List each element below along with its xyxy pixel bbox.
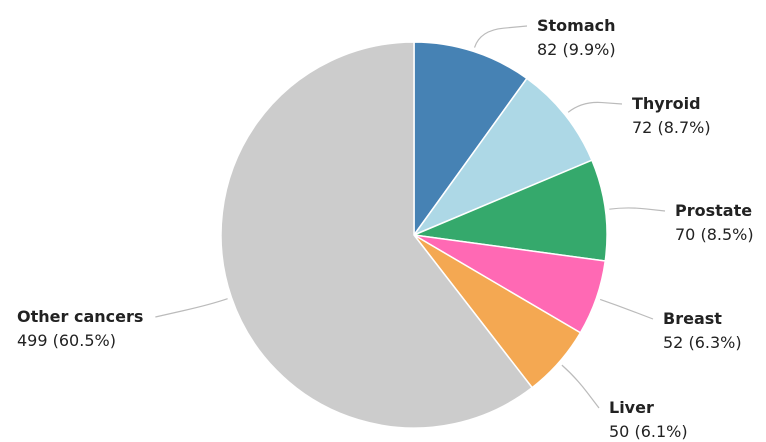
slice-value-label: 70 (8.5%) (675, 225, 754, 244)
leader-line (561, 364, 600, 409)
leader-line (567, 101, 623, 113)
slice-name: Stomach (537, 16, 616, 35)
pie-slice (220, 41, 534, 429)
leader-line (473, 25, 528, 48)
leader-line (599, 298, 654, 320)
slice-value-label: 72 (8.7%) (632, 118, 711, 137)
slice-value-label: 82 (9.9%) (537, 40, 616, 59)
slice-name: Breast (663, 309, 722, 328)
slice-value-label: 52 (6.3%) (663, 333, 742, 352)
pie-slice (411, 77, 593, 237)
slice-name: Prostate (675, 201, 752, 220)
pie-slice (411, 159, 608, 262)
slice-name: Liver (609, 398, 654, 417)
pie-slice (413, 41, 528, 238)
slice-name: Thyroid (632, 94, 701, 113)
leader-line (609, 207, 666, 212)
slice-value-label: 499 (60.5%) (17, 331, 116, 350)
slice-value-label: 50 (6.1%) (609, 422, 688, 441)
slice-name: Other cancers (17, 307, 143, 326)
leader-line (155, 298, 228, 318)
